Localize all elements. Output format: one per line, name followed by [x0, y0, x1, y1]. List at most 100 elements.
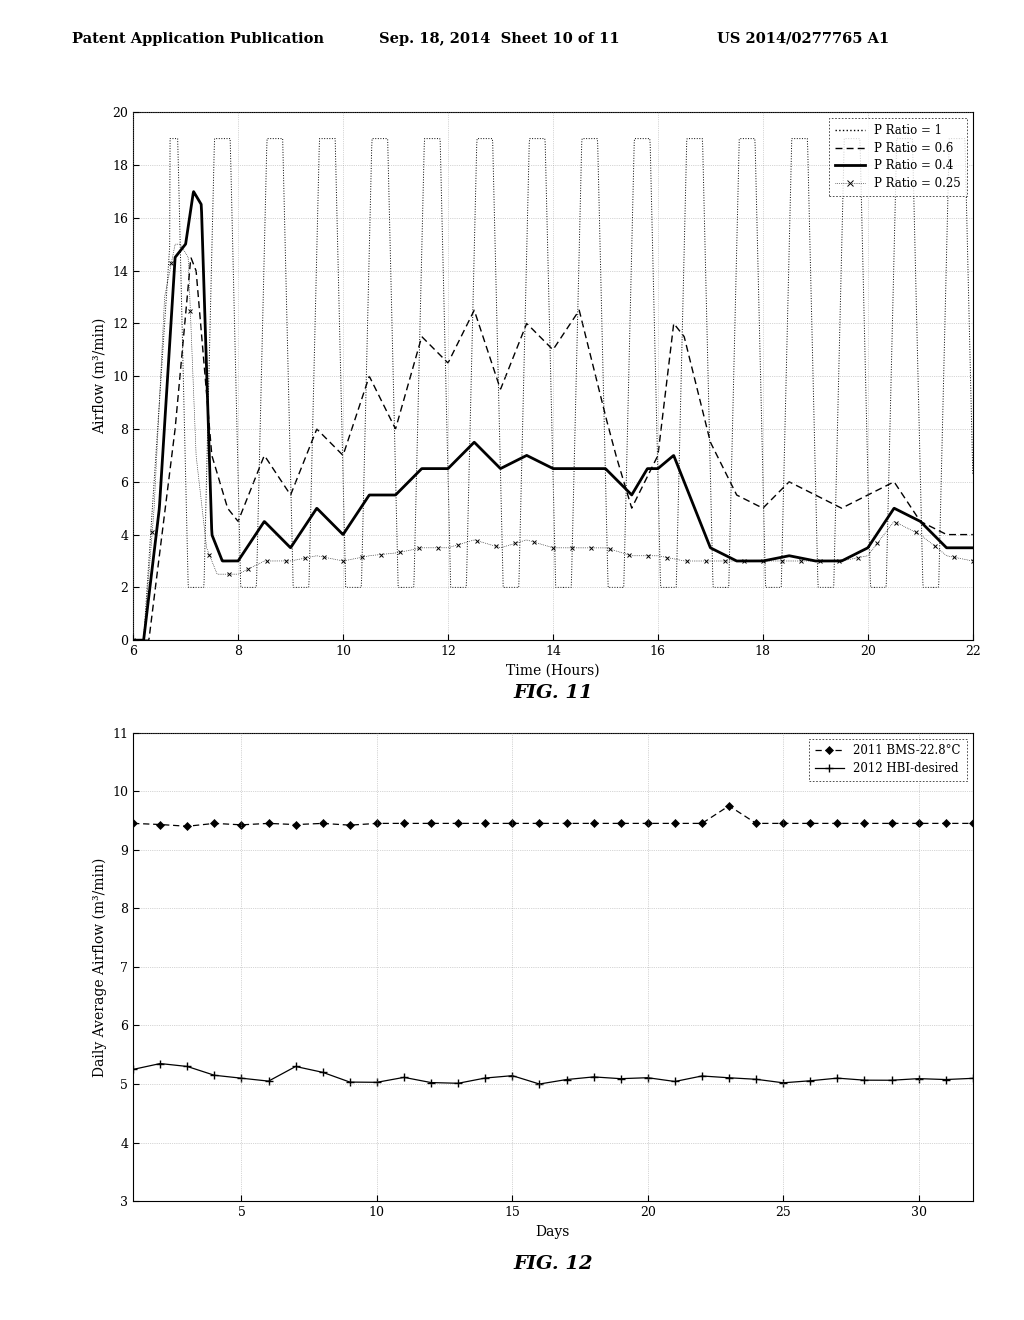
P Ratio = 0.25 — [394, 544, 407, 560]
Line: P Ratio = 0.25: P Ratio = 0.25 — [131, 261, 975, 643]
Line: 2011 BMS-22.8°C: 2011 BMS-22.8°C — [130, 803, 976, 829]
P Ratio = 0.25 — [317, 549, 330, 565]
P Ratio = 0.25 — [222, 566, 234, 582]
P Ratio = 0.25 — [432, 540, 444, 556]
2011 BMS-22.8°C — [723, 797, 735, 813]
2012 HBI-desired — [723, 1069, 735, 1085]
2012 HBI-desired — [398, 1069, 411, 1085]
P Ratio = 0.6 — [536, 331, 548, 347]
P Ratio = 0.6 — [127, 632, 139, 648]
2012 HBI-desired — [290, 1059, 302, 1074]
P Ratio = 1 — [943, 145, 955, 161]
2011 BMS-22.8°C — [534, 816, 546, 832]
P Ratio = 0.4 — [513, 451, 525, 467]
P Ratio = 0.4 — [127, 632, 139, 648]
P Ratio = 0.4 — [942, 540, 954, 556]
2012 HBI-desired — [804, 1073, 816, 1089]
2011 BMS-22.8°C — [940, 816, 952, 832]
P Ratio = 0.25 — [776, 553, 788, 569]
Text: FIG. 11: FIG. 11 — [513, 684, 593, 702]
2012 HBI-desired — [967, 1071, 979, 1086]
Legend: P Ratio = 1, P Ratio = 0.6, P Ratio = 0.4, P Ratio = 0.25: P Ratio = 1, P Ratio = 0.6, P Ratio = 0.… — [829, 117, 967, 197]
2011 BMS-22.8°C — [560, 816, 572, 832]
P Ratio = 0.25 — [795, 553, 807, 569]
2011 BMS-22.8°C — [669, 816, 681, 832]
Line: P Ratio = 0.4: P Ratio = 0.4 — [133, 191, 973, 640]
P Ratio = 1 — [127, 632, 139, 648]
X-axis label: Time (Hours): Time (Hours) — [506, 664, 600, 677]
P Ratio = 0.4 — [187, 183, 200, 199]
P Ratio = 1 — [164, 131, 176, 147]
P Ratio = 1 — [170, 131, 182, 147]
2011 BMS-22.8°C — [479, 816, 492, 832]
2012 HBI-desired — [371, 1074, 383, 1090]
P Ratio = 0.25 — [834, 553, 846, 569]
Text: Sep. 18, 2014  Sheet 10 of 11: Sep. 18, 2014 Sheet 10 of 11 — [379, 32, 620, 46]
P Ratio = 0.25 — [604, 541, 616, 557]
P Ratio = 0.25 — [509, 536, 521, 552]
2012 HBI-desired — [316, 1064, 329, 1080]
P Ratio = 0.25 — [337, 553, 349, 569]
P Ratio = 0.25 — [165, 256, 177, 272]
2012 HBI-desired — [344, 1074, 356, 1090]
2012 HBI-desired — [262, 1073, 274, 1089]
2011 BMS-22.8°C — [614, 816, 627, 832]
P Ratio = 0.4 — [536, 455, 548, 471]
P Ratio = 0.25 — [737, 553, 750, 569]
2012 HBI-desired — [208, 1068, 220, 1084]
P Ratio = 0.6 — [513, 334, 525, 350]
2011 BMS-22.8°C — [452, 816, 464, 832]
P Ratio = 0.25 — [585, 540, 597, 556]
P Ratio = 0.25 — [260, 553, 272, 569]
P Ratio = 0.25 — [356, 549, 369, 565]
2012 HBI-desired — [425, 1074, 437, 1090]
2011 BMS-22.8°C — [506, 816, 518, 832]
P Ratio = 0.25 — [662, 549, 674, 565]
2011 BMS-22.8°C — [777, 816, 790, 832]
2011 BMS-22.8°C — [316, 816, 329, 832]
P Ratio = 0.25 — [470, 533, 482, 549]
P Ratio = 0.4 — [943, 540, 955, 556]
P Ratio = 0.25 — [890, 515, 902, 531]
P Ratio = 0.25 — [242, 561, 254, 577]
P Ratio = 0.25 — [127, 632, 139, 648]
2011 BMS-22.8°C — [127, 816, 139, 832]
Y-axis label: Daily Average Airflow (m³/min): Daily Average Airflow (m³/min) — [92, 857, 106, 1077]
P Ratio = 1 — [942, 162, 954, 178]
2012 HBI-desired — [886, 1072, 898, 1088]
Line: 2012 HBI-desired: 2012 HBI-desired — [129, 1060, 977, 1088]
P Ratio = 0.25 — [852, 549, 864, 565]
2012 HBI-desired — [181, 1059, 194, 1074]
2011 BMS-22.8°C — [290, 817, 302, 833]
P Ratio = 0.4 — [967, 540, 979, 556]
P Ratio = 0.25 — [452, 537, 464, 553]
2012 HBI-desired — [695, 1068, 708, 1084]
2011 BMS-22.8°C — [371, 816, 383, 832]
P Ratio = 0.25 — [814, 553, 826, 569]
P Ratio = 0.25 — [624, 546, 636, 562]
P Ratio = 0.6 — [170, 412, 182, 428]
Y-axis label: Airflow (m³/min): Airflow (m³/min) — [93, 318, 106, 434]
2011 BMS-22.8°C — [831, 816, 844, 832]
2011 BMS-22.8°C — [886, 816, 898, 832]
P Ratio = 0.6 — [943, 527, 955, 543]
P Ratio = 0.6 — [942, 527, 954, 543]
P Ratio = 0.25 — [642, 548, 654, 564]
2012 HBI-desired — [858, 1072, 870, 1088]
P Ratio = 0.25 — [414, 540, 426, 556]
P Ratio = 0.25 — [184, 304, 197, 319]
P Ratio = 0.25 — [757, 553, 769, 569]
2011 BMS-22.8°C — [750, 816, 762, 832]
2012 HBI-desired — [831, 1071, 844, 1086]
2011 BMS-22.8°C — [912, 816, 925, 832]
P Ratio = 0.25 — [375, 546, 387, 562]
2012 HBI-desired — [534, 1076, 546, 1092]
Line: P Ratio = 0.6: P Ratio = 0.6 — [133, 257, 973, 640]
Legend: 2011 BMS-22.8°C, 2012 HBI-desired: 2011 BMS-22.8°C, 2012 HBI-desired — [809, 738, 967, 781]
P Ratio = 0.6 — [967, 527, 979, 543]
P Ratio = 1 — [967, 467, 979, 483]
2011 BMS-22.8°C — [208, 816, 220, 832]
2012 HBI-desired — [236, 1071, 248, 1086]
P Ratio = 0.25 — [967, 553, 979, 569]
2012 HBI-desired — [479, 1071, 492, 1086]
